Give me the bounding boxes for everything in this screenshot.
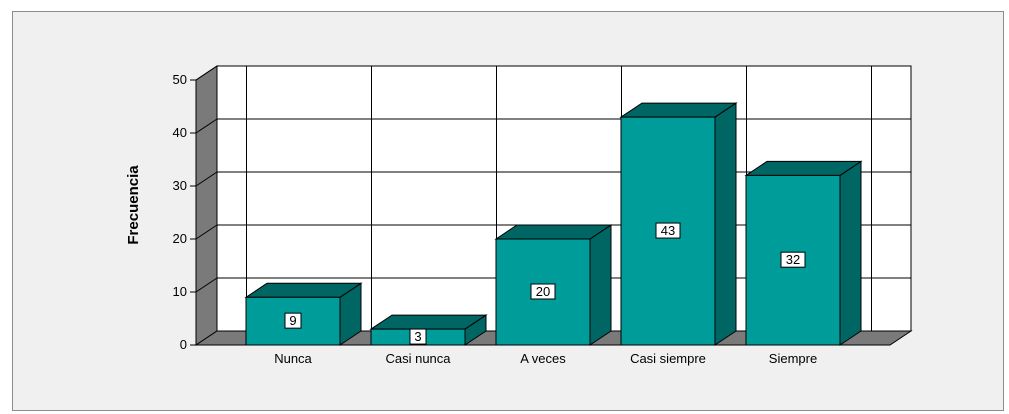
x-tick-label: Casi siempre [630,351,706,366]
bar-top [744,160,863,176]
x-tick-label: A veces [520,351,566,366]
x-tick-label: Siempre [769,351,817,366]
y-tick-label: 0 [180,337,187,352]
x-tick-label: Casi nunca [385,351,451,366]
gridline-side [195,277,218,293]
gridline-side [195,118,218,134]
data-label: 43 [661,223,675,238]
y-axis-label: Frecuencia [125,165,142,245]
bars: 9 3 20 43 32 [244,102,863,346]
data-label: 9 [289,313,296,328]
data-label-box [284,312,302,329]
bar-casi-nunca: 3 [369,314,488,346]
gridline-side [195,171,218,187]
y-tick-label: 10 [173,284,187,299]
gridline-side [195,65,218,81]
y-tick-label: 40 [173,125,187,140]
bar-top [244,282,363,298]
bar-nunca: 9 [244,282,363,346]
data-label-box [530,283,556,300]
y-axis: 0 10 20 30 40 50 [173,72,196,352]
bar-side [589,224,612,346]
gridline-side [195,224,218,240]
data-label: 3 [414,329,421,344]
bar-side [839,160,862,346]
data-label: 32 [786,252,800,267]
y-tick-label: 50 [173,72,187,87]
data-label: 20 [536,284,550,299]
bar-side [714,102,737,346]
side-wall [195,65,218,346]
y-tick-label: 30 [173,178,187,193]
bar-top [619,102,738,118]
data-label-box [409,328,427,345]
x-axis-labels: Nunca Casi nunca A veces Casi siempre Siempr… [274,351,817,366]
bar-top [494,224,613,240]
data-label-box [655,222,681,239]
bar-a-veces: 20 [494,224,613,346]
y-tick-label: 20 [173,231,187,246]
x-tick-label: Nunca [274,351,312,366]
bar-top [369,314,488,330]
bar-siempre: 32 [744,160,863,346]
data-label-box [780,251,806,268]
bar-casi-siempre: 43 [619,102,738,346]
